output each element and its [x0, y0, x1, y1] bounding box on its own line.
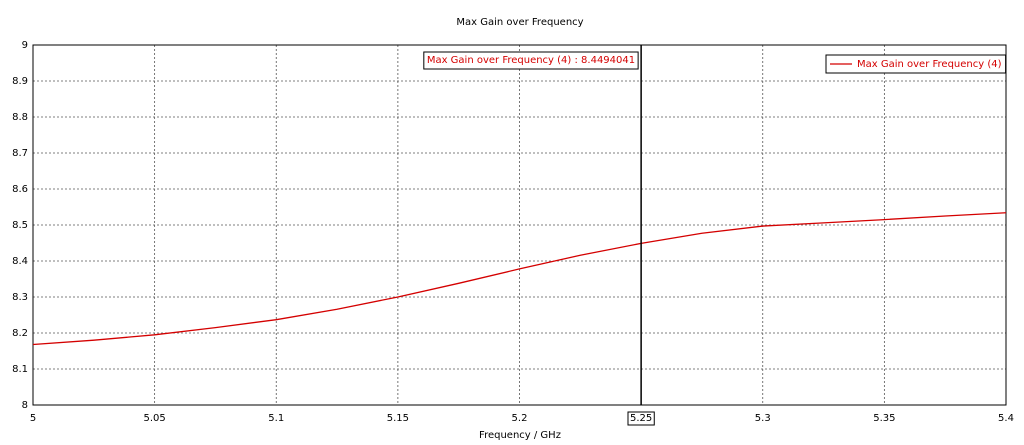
x-tick-label: 5.35: [873, 413, 895, 424]
y-tick-label: 8.7: [12, 148, 28, 159]
y-tick-label: 8.4: [12, 256, 28, 267]
chart-title: Max Gain over Frequency: [456, 17, 583, 28]
y-tick-label: 8.2: [12, 328, 28, 339]
marker-tick-box: [627, 411, 655, 426]
legend-label: Max Gain over Frequency (4): [857, 59, 1002, 70]
y-tick-label: 8: [22, 400, 28, 411]
y-tick-label: 9: [22, 40, 28, 51]
y-tick-label: 8.6: [12, 184, 28, 195]
x-axis-label: Frequency / GHz: [479, 430, 561, 441]
x-tick-label: 5.15: [387, 413, 409, 424]
x-tick-label: 5.25: [630, 413, 652, 424]
line-series: [32, 212, 1007, 346]
x-tick-label: 5.05: [143, 413, 165, 424]
y-tick-label: 8.1: [12, 364, 28, 375]
x-tick-label: 5.2: [512, 413, 528, 424]
x-tick-label: 5: [30, 413, 36, 424]
marker-label-box: [423, 51, 639, 70]
plot-frame: [32, 44, 1007, 406]
x-tick-label: 5.3: [755, 413, 771, 424]
x-tick-label: 5.4: [998, 413, 1014, 424]
y-tick-label: 8.3: [12, 292, 28, 303]
y-tick-label: 8.5: [12, 220, 28, 231]
marker-label: Max Gain over Frequency (4) : 8.4494041: [427, 55, 635, 66]
legend-box: [825, 54, 1007, 74]
y-tick-label: 8.8: [12, 112, 28, 123]
x-tick-label: 5.1: [268, 413, 284, 424]
y-tick-label: 8.9: [12, 76, 28, 87]
